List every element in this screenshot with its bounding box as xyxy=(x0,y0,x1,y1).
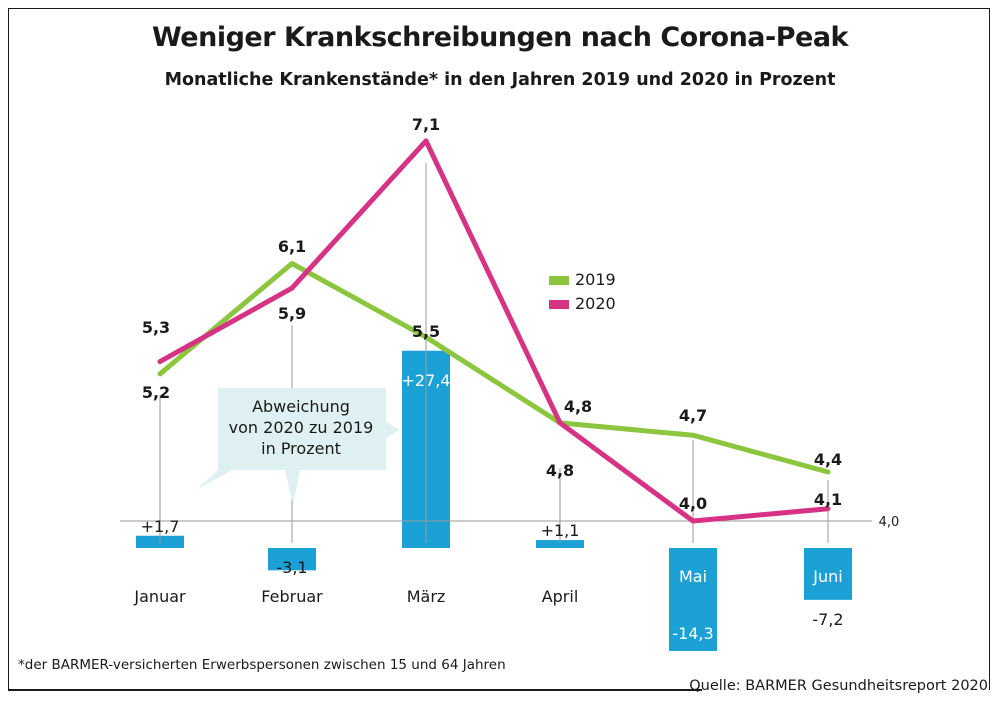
line-2020 xyxy=(157,138,831,524)
callout-box xyxy=(196,388,400,505)
value-label-2020: 4,8 xyxy=(564,397,592,416)
value-label-2020: 7,1 xyxy=(412,115,440,134)
deviation-label: +27,4 xyxy=(401,371,450,390)
deviation-label: -7,2 xyxy=(812,610,843,629)
deviation-bar xyxy=(804,548,852,600)
value-label-2020: 5,9 xyxy=(278,304,306,323)
month-label: April xyxy=(542,587,579,606)
chart-subtitle: Monatliche Krankenstände* in den Jahren … xyxy=(164,70,836,90)
value-label-2019: 5,5 xyxy=(412,322,440,341)
footnote: *der BARMER-versicherten Erwerbspersonen… xyxy=(18,657,506,673)
month-label: Mai xyxy=(679,567,707,586)
deviation-bar xyxy=(669,548,717,651)
baseline-label: 4,0 xyxy=(879,515,900,530)
month-label: Februar xyxy=(261,587,323,606)
legend-swatch xyxy=(549,276,569,285)
deviation-label: -3,1 xyxy=(276,558,307,577)
value-label-2019: 4,4 xyxy=(814,450,842,469)
deviation-bar xyxy=(268,548,316,571)
deviation-label: -14,3 xyxy=(672,624,713,643)
deviation-label: +1,7 xyxy=(141,517,180,536)
deviation-bar xyxy=(536,540,584,548)
month-label: Januar xyxy=(133,587,186,606)
month-label: März xyxy=(407,587,446,606)
chart-frame xyxy=(8,8,990,690)
value-label-2019: 6,1 xyxy=(278,237,306,256)
callout-line-1: Abweichung xyxy=(252,397,350,416)
callout-line-3: in Prozent xyxy=(261,439,341,458)
value-label-2020: 4,0 xyxy=(679,494,707,513)
callout-text: Abweichung von 2020 zu 2019 in Prozent xyxy=(215,396,387,459)
deviation-label: +1,1 xyxy=(541,521,580,540)
frame-bottom-rule xyxy=(8,689,702,691)
value-label-2019: 5,2 xyxy=(142,383,170,402)
value-label-2020: 4,1 xyxy=(814,490,842,509)
legend-swatch xyxy=(549,300,569,309)
callout-line-2: von 2020 zu 2019 xyxy=(228,418,374,437)
line-2019 xyxy=(157,261,831,475)
value-label-2019: 4,7 xyxy=(679,406,707,425)
month-label: Juni xyxy=(812,567,842,586)
legend-label: 2019 xyxy=(575,270,616,289)
value-label-2019: 4,8 xyxy=(546,461,574,480)
source-note: Quelle: BARMER Gesundheitsreport 2020 xyxy=(689,678,988,694)
legend-label: 2020 xyxy=(575,294,616,313)
value-label-2020: 5,3 xyxy=(142,318,170,337)
chart-title: Weniger Krankschreibungen nach Corona-Pe… xyxy=(151,22,849,53)
